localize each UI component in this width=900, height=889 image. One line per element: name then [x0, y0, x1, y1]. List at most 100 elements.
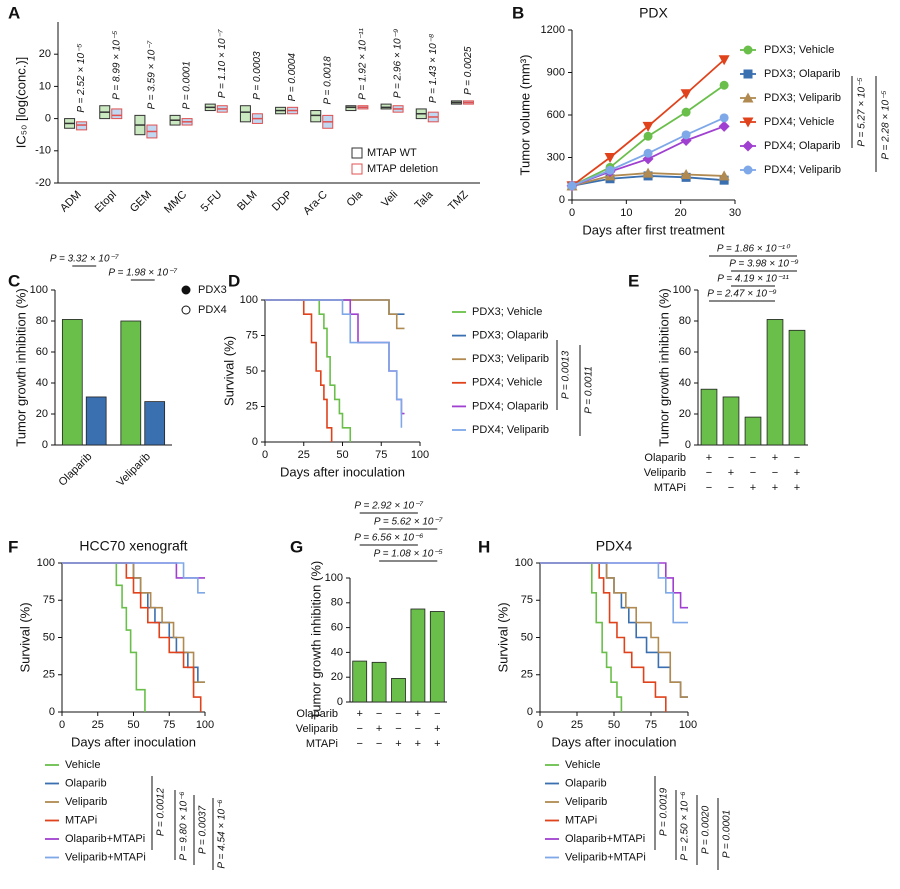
condition-sign: +	[772, 452, 778, 464]
y-tick-label: 40	[36, 377, 48, 389]
y-tick-label: 100	[515, 557, 533, 569]
x-tick-label: Olaparib	[57, 451, 95, 489]
condition-label: Veliparib	[644, 467, 686, 479]
legend-label: PDX3	[198, 284, 227, 296]
y-tick-label: 100	[673, 284, 691, 296]
legend-label: PDX3; Vehicle	[764, 44, 834, 56]
p-value: P = 9.80 × 10⁻⁶	[179, 791, 190, 860]
marker	[643, 148, 653, 158]
x-axis-label: Days after inoculation	[71, 734, 196, 749]
box	[310, 110, 322, 123]
survival-curve	[265, 299, 403, 428]
marker	[719, 80, 729, 90]
condition-sign: −	[356, 723, 362, 735]
legend-label: Olaparib+MTAPi	[565, 833, 645, 845]
x-tick-label: 75	[645, 719, 657, 731]
p-value: P = 4.54 × 10⁻⁶	[217, 799, 228, 868]
x-tick-label: 25	[571, 719, 583, 731]
y-tick-label: 75	[521, 594, 533, 606]
p-value: P = 2.92 × 10⁻⁷	[354, 501, 423, 512]
legend-label: MTAP WT	[367, 147, 417, 159]
legend-label: PDX3; Veliparib	[472, 353, 549, 365]
survival-curve	[62, 562, 146, 712]
y-axis-label: Survival (%)	[17, 602, 32, 672]
condition-sign: −	[728, 482, 734, 494]
p-value: P = 1.86 × 10⁻¹⁰	[717, 244, 791, 255]
bar	[744, 416, 762, 446]
condition-label: Olaparib	[644, 452, 686, 464]
legend-label: PDX4; Veliparib	[472, 424, 549, 436]
x-tick-label: 20	[675, 207, 687, 219]
condition-sign: +	[706, 452, 712, 464]
y-tick-label: 100	[30, 284, 48, 296]
survival-curve	[62, 562, 205, 594]
y-tick-label: 20	[36, 408, 48, 420]
p-value: P = 0.0025	[463, 46, 474, 95]
condition-sign: −	[434, 708, 440, 720]
bar	[144, 401, 166, 446]
marker	[743, 165, 753, 175]
marker	[718, 170, 730, 181]
survival-curve	[265, 299, 405, 330]
p-value: P = 1.43 × 10⁻⁸	[428, 34, 439, 103]
legend-label: Olaparib	[565, 777, 607, 789]
legend-label: Olaparib+MTAPi	[65, 833, 145, 845]
p-value: P = 2.52 × 10⁻⁵	[76, 43, 87, 112]
legend-label: MTAPi	[65, 814, 97, 826]
condition-sign: −	[376, 708, 382, 720]
y-tick-label: 0	[252, 436, 258, 448]
condition-sign: −	[706, 482, 712, 494]
marker	[742, 117, 754, 128]
p-value: P = 3.32 × 10⁻⁷	[50, 254, 119, 265]
legend-label: Veliparib	[65, 796, 107, 808]
y-tick-label: 80	[331, 597, 343, 609]
condition-sign: +	[794, 482, 800, 494]
y-tick-label: 0	[527, 706, 533, 718]
marker	[742, 92, 754, 103]
y-tick-label: 300	[547, 151, 565, 163]
condition-sign: +	[395, 738, 401, 750]
condition-sign: +	[772, 482, 778, 494]
p-value: P = 6.56 × 10⁻⁶	[354, 533, 423, 544]
y-tick-label: 600	[547, 109, 565, 121]
bar	[352, 660, 368, 703]
chart-title: HCC70 xenograft	[79, 538, 187, 554]
y-tick-label: 60	[36, 346, 48, 358]
legend-swatch	[351, 163, 363, 175]
survival-curve	[540, 562, 688, 609]
y-tick-label: 100	[240, 294, 258, 306]
condition-sign: +	[415, 708, 421, 720]
box	[239, 105, 251, 123]
x-tick-label: 75	[375, 449, 387, 461]
p-value: P = 1.08 × 10⁻⁵	[374, 549, 443, 560]
p-value: P = 0.0004	[287, 53, 298, 102]
p-value: P = 0.0003	[252, 51, 263, 100]
bar	[391, 678, 406, 703]
x-tick-label: 100	[196, 719, 214, 731]
y-tick-label: 0	[559, 194, 565, 206]
p-value: P = 1.98 × 10⁻⁷	[108, 268, 177, 279]
box	[345, 105, 357, 112]
legend-label: Vehicle	[565, 759, 600, 771]
x-tick-label: TMZ	[446, 188, 471, 213]
marker	[643, 131, 653, 141]
condition-sign: −	[750, 467, 756, 479]
chart-title: PDX	[639, 5, 668, 21]
marker	[681, 130, 691, 140]
y-axis-label: Tumor growth inhibition (%)	[13, 288, 28, 446]
survival-curve	[265, 299, 405, 315]
condition-sign: +	[434, 738, 440, 750]
survival-curve	[540, 562, 667, 712]
y-tick-label: 20	[39, 48, 51, 60]
condition-sign: +	[434, 723, 440, 735]
legend-label: MTAPi	[565, 814, 597, 826]
box	[380, 103, 392, 110]
p-value: P = 3.98 × 10⁻⁹	[729, 259, 798, 270]
y-tick-label: 1200	[541, 24, 565, 36]
legend-label: PDX4; Olaparib	[764, 140, 840, 152]
bar	[61, 319, 83, 446]
marker	[718, 55, 730, 66]
y-tick-label: 25	[521, 669, 533, 681]
marker	[604, 153, 616, 163]
bar	[766, 319, 784, 446]
